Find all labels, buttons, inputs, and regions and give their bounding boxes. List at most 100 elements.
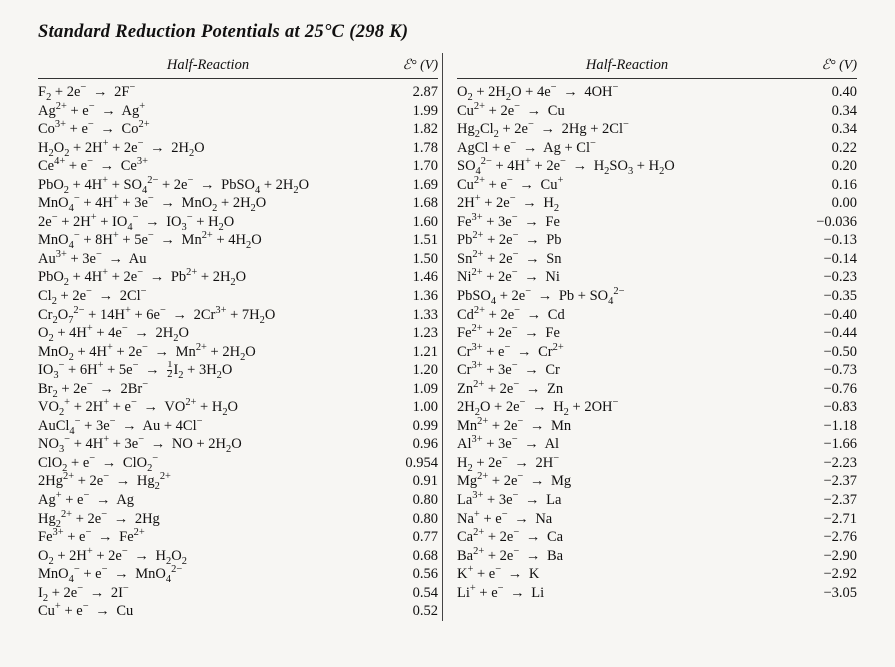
reaction-cell: Ca2+ + 2e− → Ca (457, 528, 795, 547)
header-reaction: Half-Reaction (457, 57, 797, 74)
page-title: Standard Reduction Potentials at 25°C (2… (38, 22, 857, 43)
table-row: 2e− + 2H+ + IO4− → IO3− + H2O1.60 (38, 213, 438, 232)
table-row: Cu2+ + 2e− → Cu0.34 (457, 102, 857, 121)
potential-cell: −3.05 (795, 584, 857, 603)
reaction-cell: Fe3+ + 3e− → Fe (457, 213, 795, 232)
reaction-cell: Cu2+ + 2e− → Cu (457, 102, 795, 121)
potential-cell: 1.00 (376, 398, 438, 417)
reaction-cell: Ni2+ + 2e− → Ni (457, 268, 795, 287)
reaction-cell: Zn2+ + 2e− → Zn (457, 380, 795, 399)
reaction-cell: AuCl4− + 3e− → Au + 4Cl− (38, 417, 376, 436)
left-rows: F2 + 2e− → 2F−2.87Ag2+ + e− → Ag+1.99Co3… (38, 83, 438, 621)
table-row: Ag+ + e− → Ag0.80 (38, 491, 438, 510)
table-row: NO3− + 4H+ + 3e− → NO + 2H2O0.96 (38, 435, 438, 454)
reaction-cell: Mg2+ + 2e− → Mg (457, 472, 795, 491)
reaction-cell: PbSO4 + 2e− → Pb + SO42− (457, 287, 795, 306)
potential-cell: 0.96 (376, 435, 438, 454)
potential-cell: −0.13 (795, 231, 857, 250)
potential-cell: −0.14 (795, 250, 857, 269)
potential-cell: −0.036 (795, 213, 857, 232)
reaction-cell: Mn2+ + 2e− → Mn (457, 417, 795, 436)
reaction-cell: MnO4− + 4H+ + 3e− → MnO2 + 2H2O (38, 194, 376, 213)
table-row: VO2+ + 2H+ + e− → VO2+ + H2O1.00 (38, 398, 438, 417)
table-row: 2H2O + 2e− → H2 + 2OH−−0.83 (457, 398, 857, 417)
table-row: La3+ + 3e− → La−2.37 (457, 491, 857, 510)
reaction-cell: K+ + e− → K (457, 565, 795, 584)
table-row: Ca2+ + 2e− → Ca−2.76 (457, 528, 857, 547)
reaction-cell: MnO4− + e− → MnO42− (38, 565, 376, 584)
table-row: 2H+ + 2e− → H20.00 (457, 194, 857, 213)
table-row: Fe2+ + 2e− → Fe−0.44 (457, 324, 857, 343)
potential-cell: 0.91 (376, 472, 438, 491)
table-row: Sn2+ + 2e− → Sn−0.14 (457, 250, 857, 269)
potential-cell: 1.82 (376, 120, 438, 139)
potential-cell: 1.20 (376, 361, 438, 380)
potential-cell: −0.23 (795, 268, 857, 287)
potential-cell: 1.99 (376, 102, 438, 121)
reaction-cell: IO3− + 6H+ + 5e− → 12I2 + 3H2O (38, 361, 376, 380)
potential-cell: 1.33 (376, 306, 438, 325)
potential-cell: 1.78 (376, 139, 438, 158)
table-row: MnO4− + 4H+ + 3e− → MnO2 + 2H2O1.68 (38, 194, 438, 213)
reaction-cell: ClO2 + e− → ClO2− (38, 454, 376, 473)
potential-cell: 0.00 (795, 194, 857, 213)
potential-cell: 1.69 (376, 176, 438, 195)
table-row: Mg2+ + 2e− → Mg−2.37 (457, 472, 857, 491)
table-row: SO42− + 4H+ + 2e− → H2SO3 + H2O0.20 (457, 157, 857, 176)
reaction-cell: O2 + 4H+ + 4e− → 2H2O (38, 324, 376, 343)
reaction-cell: Cu+ + e− → Cu (38, 602, 376, 621)
potential-cell: 0.954 (376, 454, 438, 473)
reaction-cell: Li+ + e− → Li (457, 584, 795, 603)
potential-cell: 0.80 (376, 491, 438, 510)
table-row: MnO4− + e− → MnO42−0.56 (38, 565, 438, 584)
potential-cell: −2.71 (795, 510, 857, 529)
potential-cell: 1.21 (376, 343, 438, 362)
column-right: Half-Reaction ℰ° (V) O2 + 2H2O + 4e− → 4… (442, 53, 857, 621)
table-row: PbO2 + 4H+ + SO42− + 2e− → PbSO4 + 2H2O1… (38, 176, 438, 195)
potential-cell: −0.40 (795, 306, 857, 325)
reaction-cell: 2e− + 2H+ + IO4− → IO3− + H2O (38, 213, 376, 232)
header-potential: ℰ° (V) (378, 57, 438, 74)
potential-cell: −2.90 (795, 547, 857, 566)
table-row: Zn2+ + 2e− → Zn−0.76 (457, 380, 857, 399)
potential-cell: 0.34 (795, 102, 857, 121)
table-row: PbSO4 + 2e− → Pb + SO42−−0.35 (457, 287, 857, 306)
reaction-cell: Cl2 + 2e− → 2Cl− (38, 287, 376, 306)
potential-cell: 0.80 (376, 510, 438, 529)
potential-cell: 1.51 (376, 231, 438, 250)
reaction-cell: H2O2 + 2H+ + 2e− → 2H2O (38, 139, 376, 158)
reaction-cell: Cr3+ + 3e− → Cr (457, 361, 795, 380)
reaction-cell: Cr2O72− + 14H+ + 6e− → 2Cr3+ + 7H2O (38, 306, 376, 325)
table-row: Al3+ + 3e− → Al−1.66 (457, 435, 857, 454)
table-row: Ce4+ + e− → Ce3+1.70 (38, 157, 438, 176)
table-row: F2 + 2e− → 2F−2.87 (38, 83, 438, 102)
reaction-cell: Cr3+ + e− → Cr2+ (457, 343, 795, 362)
table-row: H2O2 + 2H+ + 2e− → 2H2O1.78 (38, 139, 438, 158)
table-row: Cr2O72− + 14H+ + 6e− → 2Cr3+ + 7H2O1.33 (38, 306, 438, 325)
reaction-cell: Ce4+ + e− → Ce3+ (38, 157, 376, 176)
reaction-cell: O2 + 2H2O + 4e− → 4OH− (457, 83, 795, 102)
table-row: IO3− + 6H+ + 5e− → 12I2 + 3H2O1.20 (38, 361, 438, 380)
table-row: Au3+ + 3e− → Au1.50 (38, 250, 438, 269)
reaction-cell: Fe2+ + 2e− → Fe (457, 324, 795, 343)
reaction-cell: I2 + 2e− → 2I− (38, 584, 376, 603)
potential-cell: 0.22 (795, 139, 857, 158)
potential-cell: −2.92 (795, 565, 857, 584)
reaction-cell: Na+ + e− → Na (457, 510, 795, 529)
reaction-cell: Pb2+ + 2e− → Pb (457, 231, 795, 250)
potential-cell: 0.52 (376, 602, 438, 621)
table-row: Br2 + 2e− → 2Br−1.09 (38, 380, 438, 399)
reaction-cell: Hg22+ + 2e− → 2Hg (38, 510, 376, 529)
table-row: O2 + 4H+ + 4e− → 2H2O1.23 (38, 324, 438, 343)
potential-cell: 1.23 (376, 324, 438, 343)
reaction-cell: 2H+ + 2e− → H2 (457, 194, 795, 213)
table-row: Cu+ + e− → Cu0.52 (38, 602, 438, 621)
potential-cell: 2.87 (376, 83, 438, 102)
potential-cell: 0.68 (376, 547, 438, 566)
potential-cell: 1.09 (376, 380, 438, 399)
potential-cell: −1.66 (795, 435, 857, 454)
table-row: O2 + 2H2O + 4e− → 4OH−0.40 (457, 83, 857, 102)
table-row: O2 + 2H+ + 2e− → H2O20.68 (38, 547, 438, 566)
reaction-cell: Hg2Cl2 + 2e− → 2Hg + 2Cl− (457, 120, 795, 139)
table-row: Cl2 + 2e− → 2Cl−1.36 (38, 287, 438, 306)
